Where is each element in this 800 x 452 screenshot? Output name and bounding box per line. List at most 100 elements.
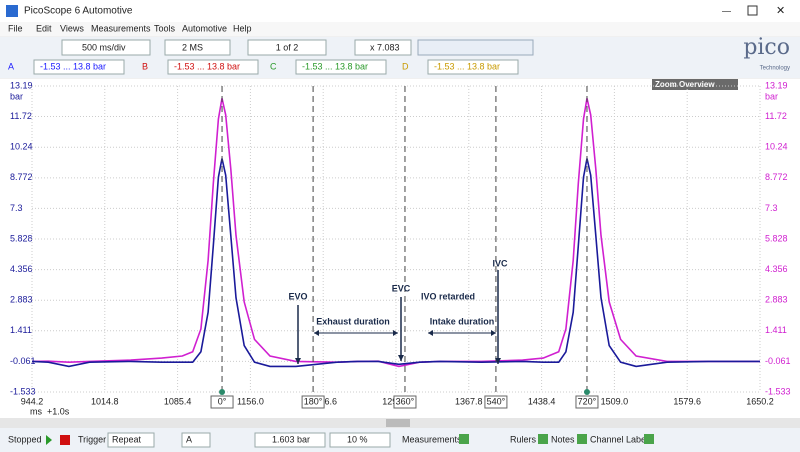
- y2-tick-label: 13.19: [765, 80, 788, 90]
- y2-tick-label: -1.533: [765, 386, 791, 396]
- arrow-head: [495, 358, 501, 364]
- arrow-head: [393, 330, 398, 336]
- channel-range-box[interactable]: [33, 59, 125, 75]
- channel-range-box[interactable]: [427, 59, 519, 75]
- buffer-box[interactable]: [247, 39, 327, 56]
- ruler-label: 540°: [487, 396, 506, 406]
- measurements-label[interactable]: Measurements: [402, 434, 462, 444]
- logo: pico: [743, 35, 790, 60]
- menu-item[interactable]: Edit: [36, 23, 52, 33]
- trigger-level-box[interactable]: [254, 432, 326, 448]
- menu-item[interactable]: Views: [60, 23, 84, 33]
- buffer: 1 of 2: [276, 42, 299, 52]
- channel-name[interactable]: D: [402, 61, 409, 71]
- window-title: PicoScope 6 Automotive: [24, 6, 133, 17]
- y-tick-label: 10.24: [10, 142, 33, 152]
- channel-range-box[interactable]: [295, 59, 387, 75]
- channel-labels-toggle[interactable]: [644, 434, 654, 444]
- ruler-handle[interactable]: [583, 389, 590, 395]
- ruler-label-bg: [575, 395, 599, 409]
- notes-toggle[interactable]: [577, 434, 587, 444]
- trigger-source-box[interactable]: [181, 432, 211, 448]
- channel-name[interactable]: A: [8, 61, 14, 71]
- notes-label[interactable]: Notes: [551, 434, 575, 444]
- arrow-head: [428, 330, 433, 336]
- menu-item[interactable]: Measurements: [91, 23, 151, 33]
- annotation: EVO: [288, 291, 307, 301]
- y-tick-label: 5.828: [10, 233, 33, 243]
- rulers-label[interactable]: Rulers: [510, 434, 537, 444]
- ruler-label: 360°: [396, 396, 415, 406]
- scroll-thumb[interactable]: [386, 419, 410, 427]
- minimize[interactable]: —: [722, 5, 731, 15]
- ruler-label: 720°: [578, 396, 597, 406]
- channel-name[interactable]: B: [142, 61, 148, 71]
- y2-tick-label: 7.3: [765, 203, 778, 213]
- x-tick-label: 1509.0: [601, 396, 629, 406]
- channel-range: -1.53 ... 13.8 bar: [434, 61, 500, 71]
- y2-tick-label: 8.772: [765, 172, 788, 182]
- arrow-head: [314, 330, 319, 336]
- close[interactable]: ✕: [776, 5, 785, 17]
- y-unit: bar: [10, 91, 23, 101]
- menu-item[interactable]: Tools: [154, 23, 176, 33]
- trigger-source: A: [186, 434, 192, 444]
- y-tick-label: -1.533: [10, 386, 36, 396]
- trigger-level: 1.603 bar: [272, 434, 310, 444]
- channel-labels-label[interactable]: Channel Labels: [590, 434, 653, 444]
- y-tick-label: 1.411: [10, 325, 32, 335]
- zoom: x 7.083: [370, 42, 400, 52]
- ruler-label-bg: [484, 395, 508, 409]
- menu-item[interactable]: Help: [233, 23, 252, 33]
- zoom-overview-bar[interactable]: [652, 79, 738, 90]
- timebase-box[interactable]: [61, 39, 151, 56]
- y-tick-label: 8.772: [10, 172, 33, 182]
- logo-sub: Technology: [760, 66, 790, 72]
- title-bar: [0, 0, 800, 22]
- ruler-label-bg: [301, 395, 325, 409]
- trigger-mode-box[interactable]: [107, 432, 155, 448]
- samples: 2 MS: [182, 42, 203, 52]
- ruler-label-bg: [210, 395, 234, 409]
- annotation: IVO retarded: [421, 291, 475, 301]
- y-tick-label: 4.356: [10, 264, 33, 274]
- channel-range: -1.53 ... 13.8 bar: [40, 61, 106, 71]
- tool-buttons[interactable]: [417, 39, 534, 56]
- maximize[interactable]: [747, 5, 758, 16]
- x-tick-label: 1367.8: [455, 396, 483, 406]
- channel-range-box[interactable]: [167, 59, 259, 75]
- x-tick-label: 1085.4: [164, 396, 192, 406]
- zoom-box[interactable]: [354, 39, 412, 56]
- rulers-toggle[interactable]: [538, 434, 548, 444]
- y2-tick-label: 10.24: [765, 142, 788, 152]
- trigger-label: Trigger: [78, 434, 106, 444]
- run-state: Stopped: [8, 434, 42, 444]
- y2-tick-label: 2.883: [765, 295, 788, 305]
- y2-tick-label: 5.828: [765, 233, 788, 243]
- x-unit: ms: [30, 406, 42, 416]
- x-tick-label: 1438.4: [528, 396, 556, 406]
- annotation: Intake duration: [430, 316, 495, 326]
- stop-button[interactable]: [60, 435, 70, 445]
- pretrigger-box[interactable]: [329, 432, 391, 448]
- menu-item[interactable]: File: [8, 23, 23, 33]
- channel-range: -1.53 ... 13.8 bar: [174, 61, 240, 71]
- samples-box[interactable]: [164, 39, 231, 56]
- y-tick-label: -0.061: [10, 356, 36, 366]
- add-measurement[interactable]: [459, 434, 469, 444]
- timebase: 500 ms/div: [82, 42, 126, 52]
- pretrigger: 10 %: [347, 434, 368, 444]
- trace: [31, 158, 760, 368]
- ruler-label: 180°: [304, 396, 323, 406]
- y2-tick-label: 4.356: [765, 264, 788, 274]
- y-tick-label: 2.883: [10, 295, 33, 305]
- channel-name[interactable]: C: [270, 61, 277, 71]
- start-button[interactable]: [46, 435, 52, 445]
- arrow-head: [398, 355, 404, 361]
- channel-range: -1.53 ... 13.8 bar: [302, 61, 368, 71]
- app-icon: [6, 5, 18, 17]
- menu-item[interactable]: Automotive: [182, 23, 227, 33]
- ruler-handle[interactable]: [219, 389, 226, 395]
- y2-tick-label: 1.411: [765, 325, 787, 335]
